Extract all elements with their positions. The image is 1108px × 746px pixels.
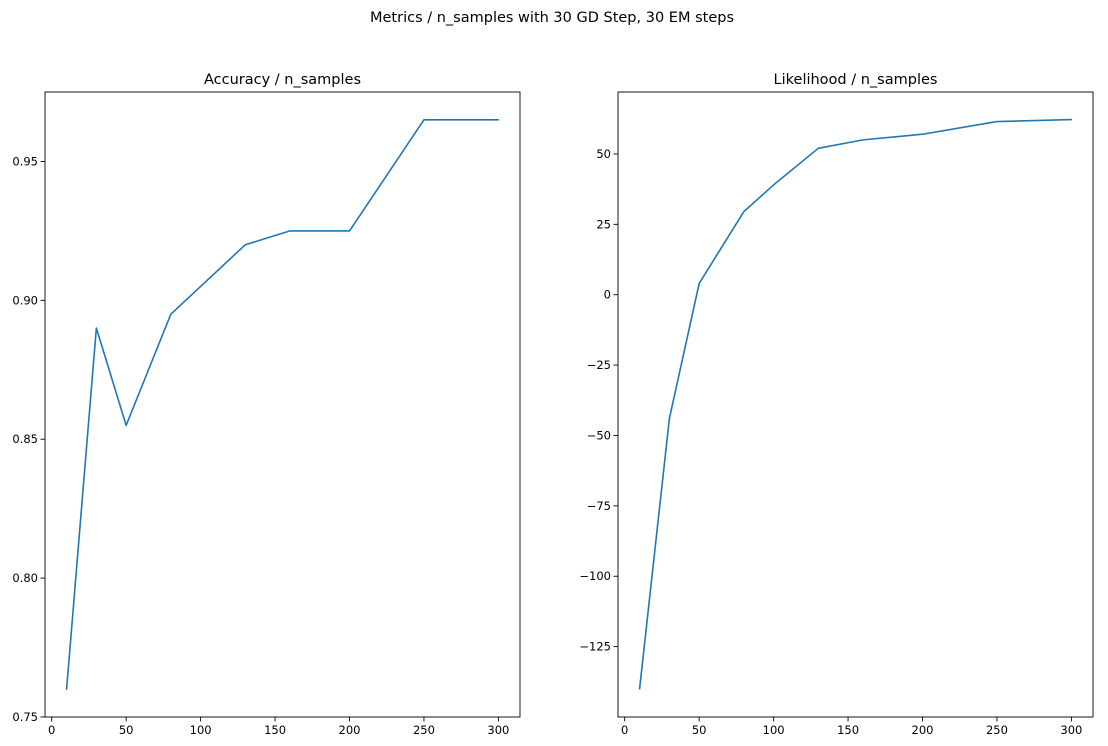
likelihood-y-tick-label: −125 <box>579 640 611 654</box>
accuracy-axes: Accuracy / n_samples 0 50 100 150 200 250 300 … <box>12 72 521 737</box>
figure-suptitle: Metrics / n_samples with 30 GD Step, 30 … <box>370 10 734 26</box>
likelihood-chart-title: Likelihood / n_samples <box>774 72 938 88</box>
accuracy-x-tick-label: 50 <box>119 723 134 737</box>
accuracy-y-ticks: 0.75 0.80 0.85 0.90 0.95 <box>12 154 45 724</box>
accuracy-y-tick-label: 0.80 <box>12 571 38 585</box>
accuracy-chart-title: Accuracy / n_samples <box>204 72 361 88</box>
likelihood-series-line <box>638 118 1073 690</box>
likelihood-x-tick-label: 200 <box>912 723 934 737</box>
likelihood-x-tick-label: 100 <box>763 723 785 737</box>
likelihood-y-tick-label: 0 <box>604 288 611 302</box>
likelihood-x-tick-label: 300 <box>1060 723 1082 737</box>
likelihood-y-tick-label: −75 <box>587 499 611 513</box>
accuracy-x-tick-label: 150 <box>264 723 286 737</box>
likelihood-x-tick-label: 50 <box>692 723 707 737</box>
likelihood-y-ticks: −125 −100 −75 −50 −25 0 25 50 <box>579 147 618 654</box>
likelihood-y-tick-label: −100 <box>579 569 611 583</box>
likelihood-axes: Likelihood / n_samples 0 50 100 150 200 250 30… <box>579 72 1094 737</box>
accuracy-y-tick-label: 0.90 <box>12 293 38 307</box>
accuracy-y-tick-label: 0.85 <box>12 432 38 446</box>
accuracy-y-tick-label: 0.75 <box>12 710 38 724</box>
likelihood-x-tick-label: 150 <box>837 723 859 737</box>
accuracy-plot-frame <box>44 91 521 718</box>
accuracy-x-tick-label: 250 <box>413 723 435 737</box>
accuracy-x-tick-label: 200 <box>339 723 361 737</box>
accuracy-series-line <box>65 118 500 691</box>
accuracy-y-tick-label: 0.95 <box>12 154 38 168</box>
accuracy-x-tick-label: 0 <box>48 723 55 737</box>
accuracy-x-ticks: 0 50 100 150 200 250 300 <box>48 717 509 737</box>
likelihood-y-tick-label: −25 <box>587 358 611 372</box>
likelihood-x-ticks: 0 50 100 150 200 250 300 <box>621 717 1082 737</box>
likelihood-y-tick-label: 50 <box>596 147 611 161</box>
likelihood-plot-frame <box>617 91 1094 718</box>
likelihood-x-tick-label: 250 <box>986 723 1008 737</box>
accuracy-x-tick-label: 100 <box>190 723 212 737</box>
likelihood-y-tick-label: −50 <box>587 428 611 442</box>
likelihood-y-tick-label: 25 <box>596 217 611 231</box>
likelihood-x-tick-label: 0 <box>621 723 628 737</box>
accuracy-x-tick-label: 300 <box>487 723 509 737</box>
